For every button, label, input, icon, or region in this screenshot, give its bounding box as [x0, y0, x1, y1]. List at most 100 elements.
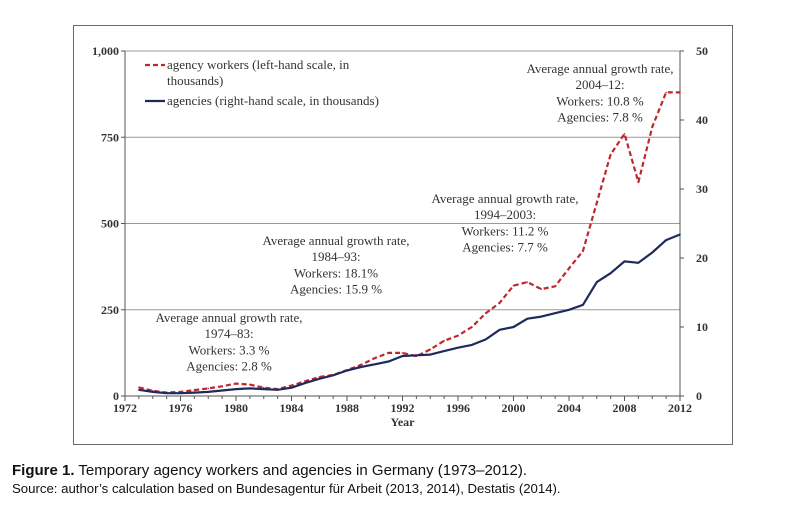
- agencies-data-point: [235, 388, 237, 390]
- caption-title: Temporary agency workers and agencies in…: [78, 462, 527, 479]
- chart-plot: 0 250 500 750 1,000 0 10 20 30 40 50 1972 1976 1980 19…: [92, 44, 708, 429]
- left-tick-label: 750: [101, 130, 119, 144]
- axes: 0 250 500 750 1,000 0 10 20 30 40 50 1972 1976 1980 19…: [92, 44, 708, 429]
- growth-rate-annotation: Average annual growth rate,1974–83:Worke…: [155, 310, 302, 374]
- workers-data-point: [651, 126, 654, 128]
- right-tick-label: 20: [696, 251, 708, 265]
- agencies-data-point: [429, 353, 432, 356]
- agencies-data-point: [526, 317, 529, 320]
- right-tick-label: 40: [696, 113, 708, 127]
- annotation-line: Workers: 11.2 %: [462, 223, 549, 238]
- annotation-line: Average annual growth rate,: [262, 233, 409, 248]
- workers-data-point: [304, 380, 307, 382]
- annotation-line: Workers: 18.1%: [294, 265, 378, 280]
- workers-data-point: [235, 382, 237, 385]
- annotation-line: Agencies: 7.8 %: [557, 110, 643, 125]
- caption-source: Source: author’s calculation based on Bu…: [12, 481, 561, 496]
- workers-data-point: [665, 91, 667, 94]
- agencies-data-point: [360, 366, 362, 368]
- caption-label: Figure 1.: [12, 462, 75, 479]
- workers-data-point: [623, 133, 626, 135]
- annotation-line: Average annual growth rate,: [526, 61, 673, 76]
- workers-data-point: [568, 267, 570, 270]
- agencies-data-point: [554, 312, 556, 315]
- growth-rate-annotation: Average annual growth rate,1984–93:Worke…: [262, 233, 409, 297]
- right-tick-label: 10: [696, 320, 708, 334]
- left-tick-label: 1,000: [92, 44, 119, 58]
- series: [138, 91, 681, 395]
- agencies-data-point: [332, 374, 334, 377]
- x-tick-label: 1976: [169, 401, 193, 415]
- agencies-data-point: [484, 338, 487, 341]
- annotation-line: Agencies: 15.9 %: [290, 282, 382, 297]
- annotation-line: 2004–12:: [575, 77, 624, 92]
- x-tick-label: 2012: [668, 401, 692, 415]
- agencies-data-point: [443, 350, 445, 352]
- agencies-data-point: [568, 308, 570, 311]
- agencies-data-point: [637, 262, 640, 264]
- agencies-data-point: [138, 388, 140, 391]
- agencies-data-point: [540, 315, 543, 318]
- agencies-data-point: [609, 272, 612, 274]
- figure-frame: [73, 25, 733, 445]
- workers-data-point: [373, 357, 376, 359]
- agencies-data-point: [373, 363, 376, 366]
- workers-data-point: [138, 386, 140, 389]
- growth-rate-annotation: Average annual growth rate,1994–2003:Wor…: [431, 191, 578, 255]
- annotation-line: Agencies: 2.8 %: [186, 359, 272, 374]
- workers-data-point: [290, 384, 293, 387]
- x-tick-label: 1980: [224, 401, 248, 415]
- workers-data-point: [637, 181, 640, 183]
- workers-data-point: [554, 285, 556, 288]
- agencies-data-point: [346, 369, 348, 372]
- agencies-data-point: [401, 355, 404, 357]
- agencies-data-point: [318, 377, 321, 380]
- left-tick-label: 0: [113, 389, 119, 403]
- agencies-data-point: [498, 328, 501, 331]
- agencies-data-point: [512, 326, 515, 328]
- agencies-data-point: [415, 354, 418, 357]
- agencies-data-point: [249, 387, 251, 390]
- x-tick-label: 1996: [446, 401, 470, 415]
- workers-data-point: [582, 250, 584, 252]
- x-tick-label: 1972: [113, 401, 137, 415]
- workers-data-point: [443, 340, 445, 342]
- agencies-data-point: [679, 233, 681, 236]
- legend: agency workers (left-hand scale, inthous…: [145, 57, 379, 108]
- agencies-data-point: [262, 388, 265, 390]
- agencies-data-point: [471, 344, 473, 346]
- annotation-line: 1994–2003:: [474, 207, 536, 222]
- workers-data-point: [401, 352, 404, 354]
- workers-data-point: [249, 383, 251, 386]
- x-tick-label: 2008: [613, 401, 637, 415]
- workers-data-point: [484, 312, 487, 315]
- agencies-data-point: [582, 304, 584, 306]
- legend-item-workers: agency workers (left-hand scale, inthous…: [145, 57, 350, 88]
- workers-data-point: [429, 348, 432, 351]
- right-tick-label: 30: [696, 182, 708, 196]
- right-tick-label: 0: [696, 389, 702, 403]
- left-tick-label: 500: [101, 217, 119, 231]
- workers-data-point: [540, 288, 543, 290]
- workers-data-point: [609, 153, 612, 156]
- annotation-line: Average annual growth rate,: [155, 310, 302, 325]
- workers-series-line: [138, 91, 680, 394]
- workers-data-point: [207, 387, 210, 390]
- agencies-data-point: [276, 388, 279, 391]
- annotation-line: Average annual growth rate,: [431, 191, 578, 206]
- x-tick-label: 1992: [391, 401, 415, 415]
- annotation-line: 1974–83:: [204, 326, 253, 341]
- workers-data-point: [498, 302, 501, 304]
- growth-rate-annotation: Average annual growth rate,2004–12:Worke…: [526, 61, 673, 125]
- workers-data-point: [471, 326, 473, 328]
- agencies-data-point: [193, 391, 196, 394]
- agencies-data-point: [207, 391, 210, 393]
- x-tick-label: 2000: [502, 401, 526, 415]
- workers-data-point: [512, 284, 515, 287]
- agencies-data-point: [457, 346, 459, 349]
- workers-data-point: [526, 281, 529, 283]
- workers-data-point: [387, 352, 390, 354]
- x-tick-label: 2004: [557, 401, 581, 415]
- agencies-data-point: [623, 260, 626, 263]
- figure-caption: Figure 1. Temporary agency workers and a…: [12, 461, 782, 498]
